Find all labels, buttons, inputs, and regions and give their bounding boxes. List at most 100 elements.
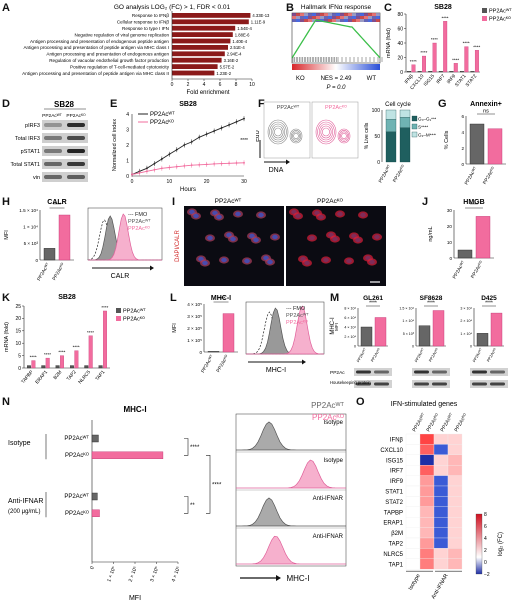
- apm-gene-label: NLRC5: [77, 369, 92, 385]
- growth-legend-label: PP2Acᴷᴼ: [150, 119, 174, 126]
- blot-band-ko: [67, 162, 85, 166]
- annexin-col-label: PP2Acᴷᴼ: [482, 166, 497, 186]
- apm-legend-ko: PP2Acᴷᴼ: [123, 316, 145, 323]
- apm-sig: ****: [58, 350, 65, 355]
- o-heat-cell: [433, 558, 449, 570]
- m-blot-label-pp2ac: PP2Ac: [330, 370, 345, 376]
- panel-label-e: E: [110, 98, 118, 110]
- go-fdr-label: 2.94E-4: [227, 52, 242, 57]
- growth-x-tick-label: 20: [204, 179, 210, 185]
- n-hist-label: Isotype: [324, 420, 344, 426]
- gsea-right-label: WT: [367, 76, 377, 82]
- panel-label-j: J: [422, 196, 429, 208]
- growth-sig: ****: [240, 138, 248, 144]
- mhc-hist-legend: --- FMO: [286, 306, 306, 312]
- flow-contour: [341, 132, 347, 140]
- m-blot-band: [374, 382, 389, 386]
- n-xlabel: MFI: [129, 595, 141, 602]
- o-heat-cell: [433, 454, 449, 466]
- cc-stack-segment: [385, 109, 397, 120]
- growth-curve-chart: SB28 0 1 2 3 4 0 10 20 30 Hours Normalized cell ind…: [112, 101, 248, 193]
- gsea-heat-cell: [352, 16, 356, 19]
- calr-title: CALR: [47, 199, 66, 206]
- gsea-plot: Hallmark IFNα response KO NES = 2.49 WT …: [291, 4, 383, 91]
- o-heat-cell: [419, 475, 435, 487]
- flow-contour: [337, 128, 351, 144]
- calr-sig: ****: [53, 203, 62, 209]
- gsea-heat-cell: [308, 16, 312, 19]
- gsea-heat-cell: [300, 16, 304, 19]
- go-x-tick-label: 8: [235, 82, 238, 88]
- isg-legend-wt: PP2Acᵂᵀ: [489, 8, 512, 15]
- o-heat-cell: [447, 506, 463, 518]
- o-heat-cell: [405, 433, 421, 445]
- m-bar-wt: [360, 326, 373, 347]
- gsea-heat-cell: [344, 19, 348, 22]
- cc-legend-swatch: [411, 123, 418, 130]
- m-mfi-label: MFI: [334, 323, 339, 331]
- go-bar: [172, 70, 215, 76]
- mhc-i-panel: MHC-I 0 1 × 10⁵ 2 × 10⁵ 3 × 10⁵ 4 × 10⁵ MFI PP2…: [172, 295, 325, 374]
- isg-ylabel: mRNA (fold): [386, 28, 392, 58]
- gsea-heat-cell: [308, 19, 312, 22]
- isg-bar-ko: [432, 42, 437, 73]
- flow-contour: [272, 125, 284, 139]
- micro-nucleus: [230, 236, 236, 242]
- go-term-label: Positive regulation of T-cell-mediated c…: [70, 64, 170, 69]
- panel-label-d: D: [2, 98, 10, 110]
- o-gene-label: IRF9: [390, 479, 404, 485]
- m-cell-title: SF8628: [420, 295, 443, 302]
- isg-bar-wt: [470, 71, 475, 73]
- micro-nucleus: [272, 234, 278, 240]
- n-hist-ko: [236, 459, 346, 489]
- blot-band-ko: [67, 123, 85, 127]
- o-heat-cell: [405, 454, 421, 466]
- gsea-heat-cell: [336, 13, 340, 16]
- go-fdr-label: 1.11E-9: [251, 20, 266, 25]
- m-blot-strip: [354, 368, 392, 376]
- isg-bar-ko: [464, 46, 469, 73]
- cc-legend-label: S****: [418, 125, 428, 130]
- n-hist-xlabel: MHC-I: [286, 574, 309, 583]
- go-x-tick-label: 2: [187, 82, 190, 88]
- m-col-label: PP2Acᴷᴼ: [486, 347, 497, 362]
- mhc-hist-ko: [246, 305, 324, 355]
- gsea-heat-cell: [292, 19, 296, 22]
- annexin-ylabel: % Cells: [444, 130, 450, 149]
- panel-label-g: G: [438, 98, 447, 110]
- m-y-tick-label: 8 × 10⁴: [344, 307, 356, 311]
- flow-xlabel: DNA: [269, 167, 284, 174]
- cc-legend-label: G₂–M****: [418, 133, 436, 138]
- go-term-label: Antigen processing and presentation of e…: [46, 52, 169, 57]
- apm-y-tick-label: 25: [15, 304, 21, 310]
- gsea-heat-cell: [356, 13, 360, 16]
- m-blot-band: [432, 370, 447, 374]
- o-gene-label: STAT1: [385, 490, 403, 496]
- m-blot-band: [432, 382, 447, 386]
- flow-contour: [267, 119, 289, 145]
- calr-hist-legend: --- FMO: [128, 212, 148, 218]
- blot-strip: [42, 133, 88, 143]
- mhc-hist-legend: PP2Acᵂᵀ: [286, 312, 309, 319]
- flow-ylabel: EdU: [256, 130, 261, 142]
- apm-bar-wt: [98, 365, 103, 369]
- isg-sig: ****: [431, 37, 438, 42]
- m-blot-label-housekeeping: Housekeeping protein: [330, 380, 371, 385]
- o-col-label: PP2Acᴷᴼ: [454, 412, 469, 433]
- calr-y-tick-label: 1.5 × 10⁴: [19, 208, 38, 213]
- isg-sig: ****: [420, 50, 427, 55]
- gsea-heat-cell: [332, 13, 336, 16]
- m-blot-strip: [412, 380, 450, 388]
- isg-bar-wt: [428, 71, 433, 73]
- panel-label-b: B: [286, 2, 294, 14]
- cc-stack-segment: [399, 109, 411, 118]
- gsea-heat-cell: [368, 19, 372, 22]
- micro-nucleus: [253, 237, 259, 243]
- m-y-tick-label: 0: [412, 345, 414, 349]
- apm-bar-ko: [88, 335, 93, 369]
- growth-y-tick-label: 0: [126, 174, 129, 180]
- panel-label-o: O: [356, 396, 365, 408]
- o-heat-cell: [419, 517, 435, 528]
